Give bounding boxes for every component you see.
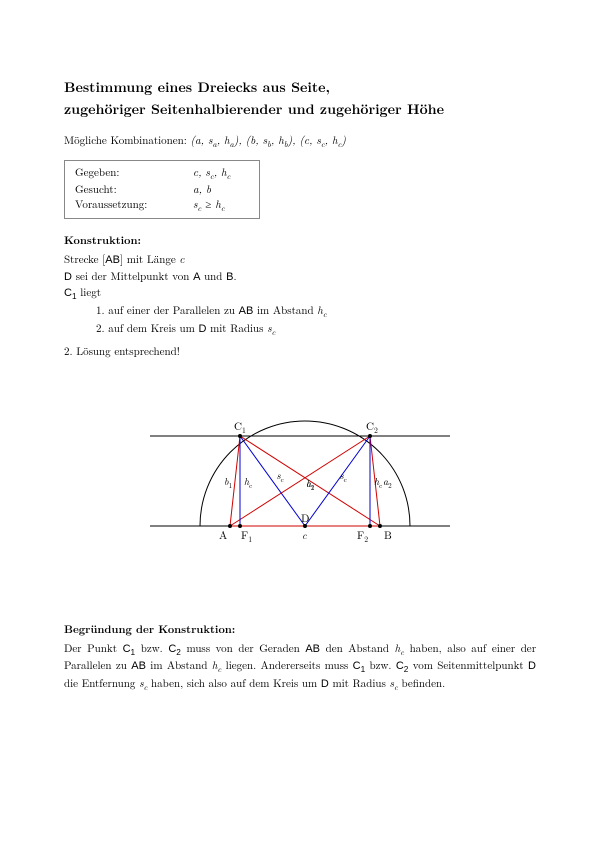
title-line1: Bestimmung eines Dreiecks aus Seite,: [64, 77, 330, 97]
svg-text:b1: b1: [224, 474, 232, 491]
page-title: Bestimmung eines Dreiecks aus Seite, zug…: [64, 76, 536, 121]
begruendung-head: Begründung der Konstruktion:: [64, 622, 536, 637]
given-table: Gegeben: c, sc, hc Gesucht: a, b Vorauss…: [64, 160, 260, 219]
title-line2: zugehöriger Seitenhalbierender und zugeh…: [64, 99, 444, 119]
begruendung-body: Der Punkt C1 bzw. C2 muss von der Gerade…: [64, 641, 536, 694]
svg-text:A: A: [219, 528, 227, 543]
svg-text:c: c: [302, 528, 307, 542]
table-row: Gesucht: a, b: [75, 182, 249, 197]
svg-text:B: B: [384, 528, 392, 543]
svg-text:hc: hc: [374, 474, 382, 491]
svg-text:hc: hc: [244, 474, 252, 491]
konstruktion-head: Konstruktion:: [64, 233, 536, 248]
svg-text:C1: C1: [234, 419, 246, 436]
konstruktion-note: 2. Lösung entsprechend!: [64, 344, 536, 359]
svg-text:a2: a2: [383, 474, 392, 491]
svg-text:F1: F1: [241, 528, 252, 545]
konstruktion-body: Strecke [AB] mit Länge c D sei der Mitte…: [64, 252, 536, 303]
svg-text:F2: F2: [357, 528, 368, 545]
table-row: Voraussetzung: sc ≥ hc: [75, 197, 249, 214]
geometry-diagram: C1C2ABDF1F2cb1hcscb2a1schca2: [64, 396, 536, 576]
table-row: Gegeben: c, sc, hc: [75, 165, 249, 182]
combinations-line: Mögliche Kombinationen: (a, sa, ha), (b,…: [64, 133, 536, 150]
konstruktion-list: 1. auf einer der Parallelen zu AB im Abs…: [64, 303, 536, 338]
svg-text:C2: C2: [366, 419, 378, 436]
diagram-svg: C1C2ABDF1F2cb1hcscb2a1schca2: [120, 396, 480, 576]
svg-text:sc: sc: [277, 468, 284, 485]
svg-text:D: D: [301, 511, 309, 526]
svg-text:a1: a1: [306, 476, 315, 493]
